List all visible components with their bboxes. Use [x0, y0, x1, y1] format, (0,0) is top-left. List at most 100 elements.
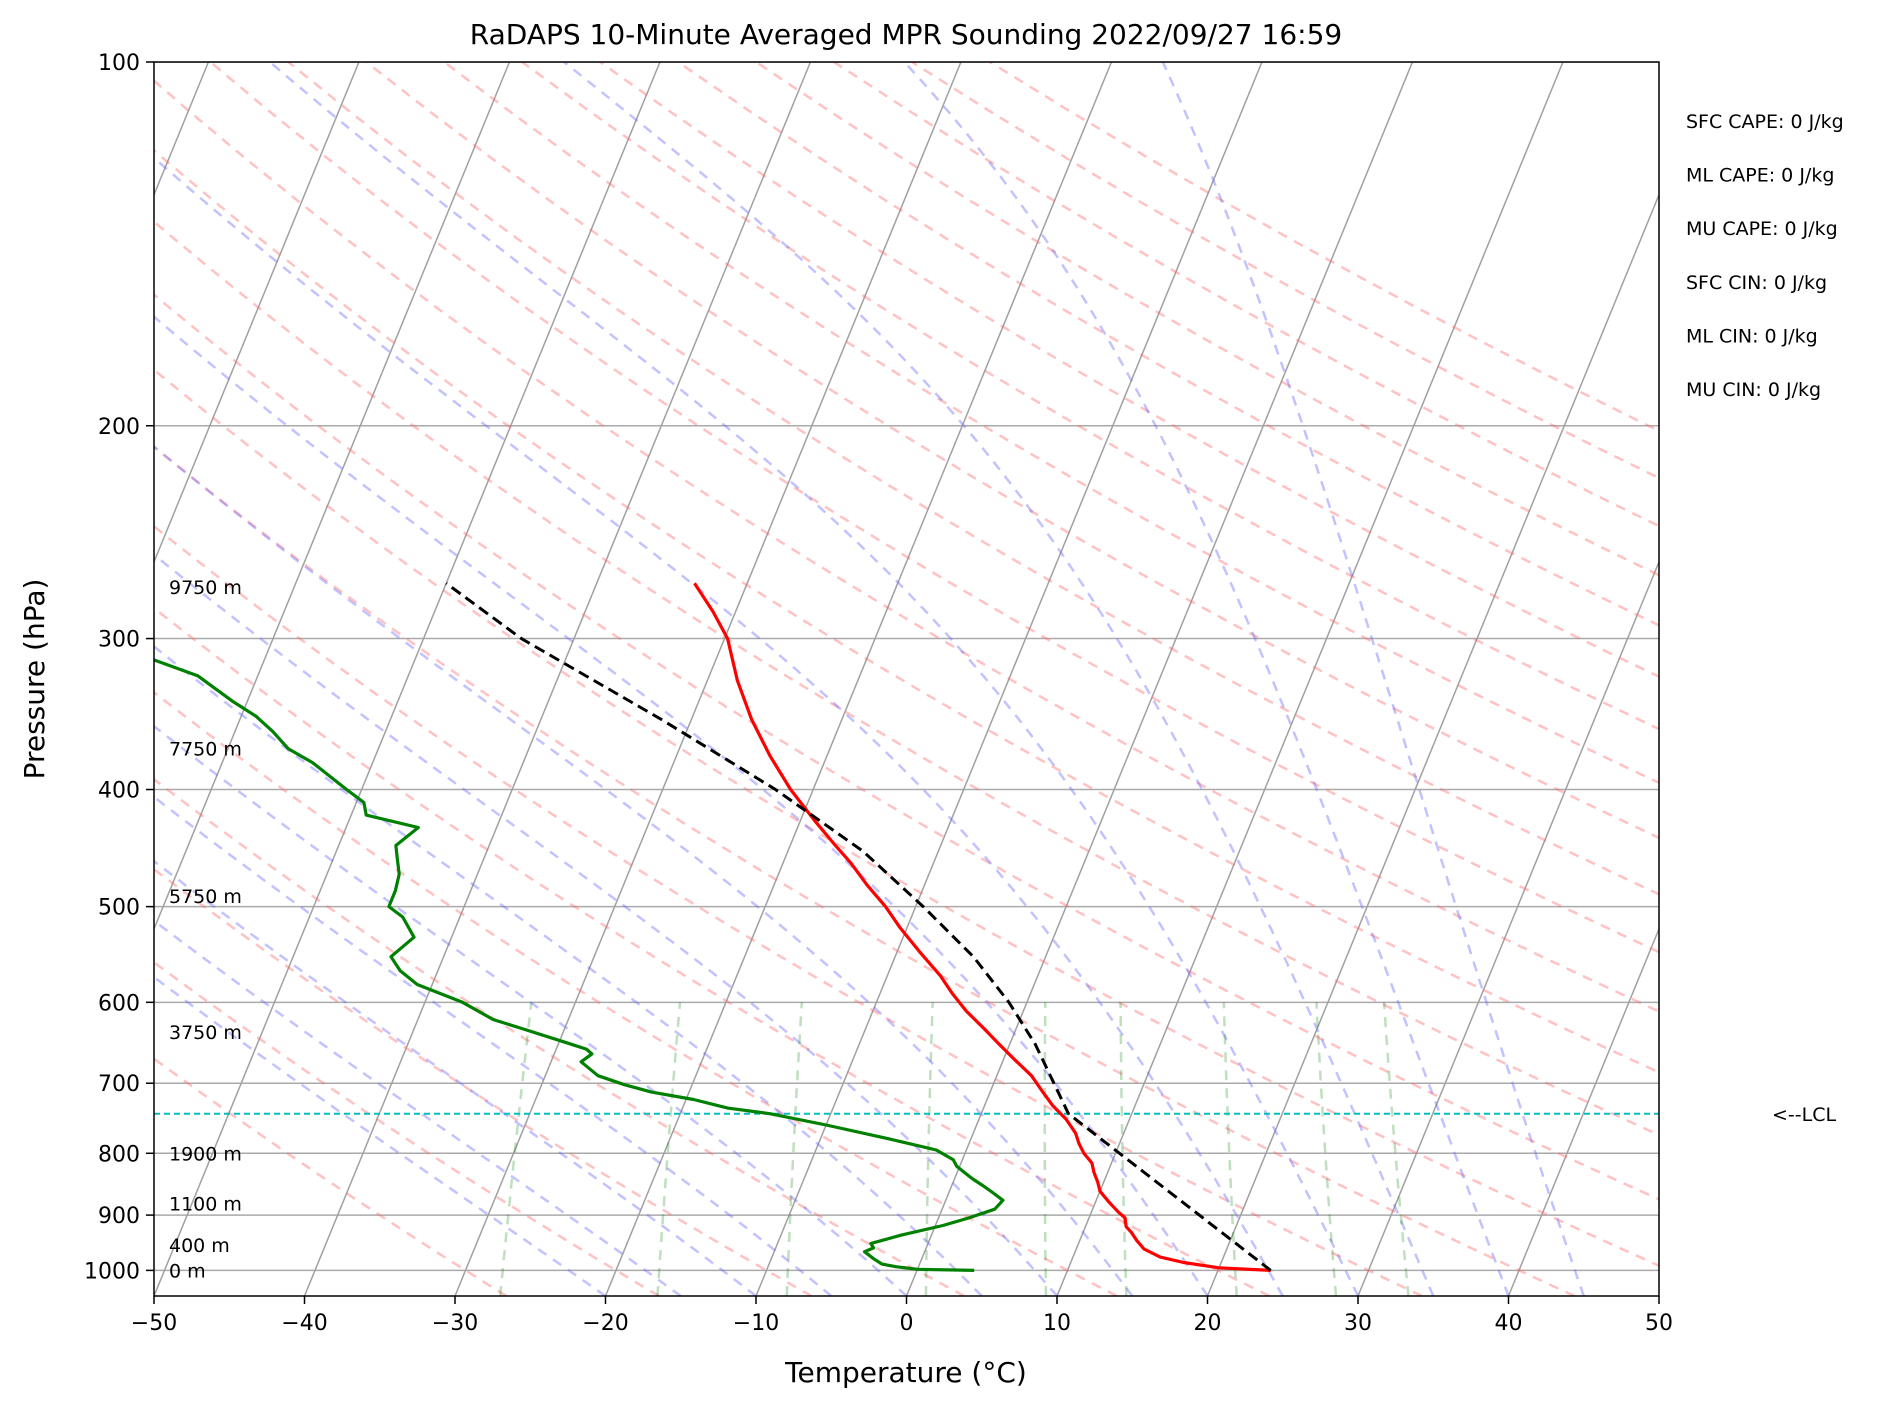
height-label: 1900 m — [169, 1143, 242, 1165]
moist-adiabat-line — [154, 975, 607, 1296]
dry-adiabat-line — [154, 867, 813, 1296]
isotherm-line — [755, 62, 1263, 1296]
height-label: 1100 m — [169, 1193, 242, 1215]
height-label: 0 m — [169, 1260, 206, 1282]
x-tick-label: −40 — [281, 1311, 327, 1336]
index-label: MU CAPE: 0 J/kg — [1686, 218, 1838, 240]
mixing-ratio-line — [785, 1002, 804, 1296]
moist-adiabat-line — [563, 62, 1435, 1296]
isotherm-line — [1357, 559, 1659, 1296]
x-axis-label: Temperature (°C) — [784, 1356, 1027, 1389]
mixing-ratio-line — [1315, 1002, 1338, 1296]
y-tick-label: 700 — [98, 1072, 140, 1097]
isotherm-line — [905, 62, 1414, 1296]
dry-adiabat-line — [287, 62, 1659, 896]
dry-adiabat-line — [154, 445, 1576, 1296]
isotherm-line — [154, 62, 661, 1296]
height-label: 3750 m — [169, 1022, 242, 1044]
mixing-ratio-line — [1043, 1002, 1048, 1296]
dry-adiabat-line — [154, 960, 660, 1296]
mixing-ratio-line — [1222, 1002, 1238, 1296]
y-tick-label: 500 — [98, 896, 140, 921]
isotherm-line — [1507, 926, 1659, 1296]
index-label: MU CIN: 0 J/kg — [1686, 379, 1821, 401]
moist-adiabat-line — [154, 919, 682, 1296]
x-tick-label: 10 — [1043, 1311, 1071, 1336]
height-label: 5750 m — [169, 886, 242, 908]
x-tick-label: 40 — [1495, 1311, 1523, 1336]
mixing-ratio-line — [1382, 1002, 1410, 1296]
x-tick-label: 50 — [1645, 1311, 1673, 1336]
dry-adiabat-line — [521, 62, 1659, 731]
mixing-ratio-line — [656, 1002, 682, 1296]
dry-adiabat-line — [154, 1057, 508, 1296]
mixing-ratio-line — [498, 1002, 533, 1296]
temperature-line — [693, 582, 1271, 1272]
moist-adiabat-line — [154, 444, 1134, 1296]
moist-adiabat-line — [154, 859, 757, 1296]
dry-adiabat-line — [154, 777, 965, 1296]
height-label: 9750 m — [169, 577, 242, 599]
moist-adiabat-line — [154, 315, 1209, 1296]
y-tick-label: 100 — [98, 51, 140, 76]
dry-adiabat-line — [677, 62, 1659, 627]
mixing-ratio-line — [1119, 1002, 1128, 1296]
y-axis-label: Pressure (hPa) — [18, 579, 51, 780]
mixing-ratio-line — [924, 1002, 934, 1296]
moist-adiabat-line — [903, 62, 1510, 1296]
isotherm-line — [154, 62, 360, 564]
parcel-path-line — [445, 582, 1272, 1272]
dry-adiabat-line — [154, 606, 1270, 1296]
index-label: SFC CAPE: 0 J/kg — [1686, 111, 1844, 133]
y-tick-label: 400 — [98, 779, 140, 804]
moist-adiabat-line — [154, 553, 1058, 1296]
chart-title: RaDAPS 10-Minute Averaged MPR Sounding 2… — [470, 18, 1342, 51]
x-tick-label: −10 — [733, 1311, 779, 1336]
y-tick-label: 600 — [98, 991, 140, 1016]
x-tick-label: 20 — [1194, 1311, 1222, 1336]
isotherm-line — [1658, 1294, 1659, 1296]
x-tick-label: −20 — [582, 1311, 628, 1336]
dry-adiabat-line — [154, 148, 1659, 1074]
moist-adiabat-line — [154, 644, 983, 1296]
isotherm-line — [1206, 192, 1659, 1296]
dry-adiabat-line — [833, 62, 1659, 528]
dry-adiabat-line — [154, 368, 1659, 1268]
dry-adiabat-line — [989, 62, 1659, 433]
x-tick-label: 30 — [1344, 1311, 1372, 1336]
isotherm-line — [604, 62, 1113, 1296]
dry-adiabat-line — [154, 524, 1423, 1296]
y-tick-label: 1000 — [84, 1259, 140, 1284]
isotherm-line — [303, 62, 812, 1296]
isotherm-line — [154, 62, 511, 931]
dry-adiabat-line — [443, 62, 1659, 785]
dry-adiabat-line — [154, 293, 1659, 1201]
dry-adiabat-line — [154, 79, 1659, 1013]
isotherm-line — [1056, 62, 1564, 1296]
height-label: 400 m — [169, 1235, 230, 1257]
moist-adiabat-line — [154, 724, 908, 1296]
index-label: ML CAPE: 0 J/kg — [1686, 165, 1834, 187]
moist-adiabat-line — [268, 62, 1360, 1296]
dry-adiabat-line — [209, 62, 1659, 954]
dry-adiabat-line — [365, 62, 1659, 840]
y-tick-label: 200 — [98, 415, 140, 440]
y-tick-label: 300 — [98, 628, 140, 653]
y-tick-label: 800 — [98, 1142, 140, 1167]
dry-adiabat-line — [154, 690, 1118, 1296]
index-label: SFC CIN: 0 J/kg — [1686, 272, 1827, 294]
y-tick-label: 900 — [98, 1204, 140, 1229]
moist-adiabat-line — [154, 795, 833, 1296]
dry-adiabat-line — [154, 219, 1659, 1137]
lcl-label: <--LCL — [1772, 1104, 1836, 1126]
dewpoint-line — [154, 658, 1005, 1272]
x-tick-label: −30 — [432, 1311, 478, 1336]
x-tick-label: −50 — [131, 1311, 177, 1336]
moist-adiabat-line — [1161, 62, 1585, 1296]
moist-adiabat-line — [154, 156, 1284, 1296]
x-tick-label: 0 — [900, 1311, 914, 1336]
height-label: 7750 m — [169, 739, 242, 761]
isotherm-line — [454, 62, 962, 1296]
index-label: ML CIN: 0 J/kg — [1686, 325, 1818, 347]
